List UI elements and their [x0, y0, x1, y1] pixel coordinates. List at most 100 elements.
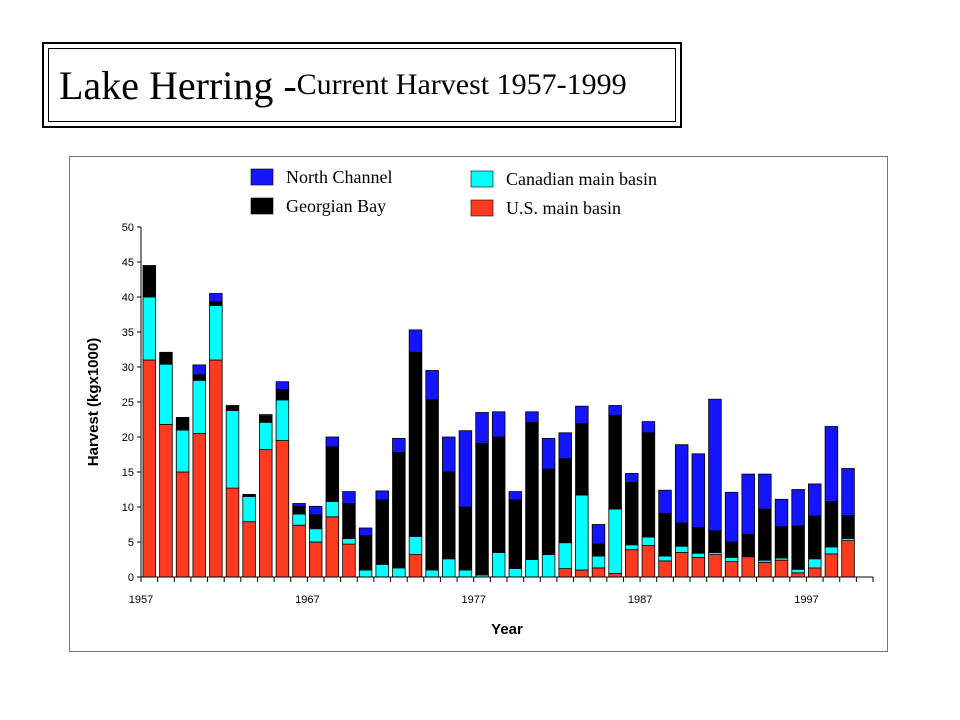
bar-1987-georgian-bay — [641, 432, 656, 538]
bar-1999-georgian-bay — [841, 515, 855, 539]
y-tick-label: 35 — [122, 327, 134, 339]
bar-1959-u-s-main-basin — [175, 471, 190, 578]
bar-1958-canadian-main-basin — [159, 363, 173, 425]
bar-1996-north-channel — [791, 489, 805, 527]
bar-1965-u-s-main-basin — [275, 440, 290, 578]
bar-1965-georgian-bay — [275, 388, 290, 401]
bar-1960-georgian-bay — [192, 374, 206, 381]
bar-1961-georgian-bay — [209, 301, 223, 306]
y-tick-label: 5 — [128, 537, 134, 549]
y-tick-label: 0 — [128, 572, 134, 584]
bar-1968-georgian-bay — [325, 446, 340, 502]
bar-1975-georgian-bay — [442, 471, 456, 560]
bar-1968-north-channel — [325, 436, 340, 448]
bar-1962-canadian-main-basin — [225, 409, 240, 489]
bar-1984-georgian-bay — [591, 543, 606, 557]
bar-1999-north-channel — [841, 468, 855, 516]
bar-1974-georgian-bay — [425, 399, 439, 571]
bar-1967-north-channel — [308, 505, 323, 516]
bar-1969-north-channel — [342, 491, 356, 504]
bar-1970-north-channel — [358, 527, 373, 537]
bar-1964-u-s-main-basin — [259, 449, 273, 578]
bar-1979-north-channel — [508, 491, 523, 501]
legend: North Channel Canadian main basin Georgian… — [250, 167, 657, 218]
bar-1981-georgian-bay — [541, 468, 556, 556]
bar-1989-u-s-main-basin — [674, 552, 689, 578]
bar-1989-canadian-main-basin — [674, 545, 689, 553]
bar-1990-u-s-main-basin — [691, 557, 706, 578]
bar-1969-georgian-bay — [342, 503, 356, 539]
bar-1971-north-channel — [375, 490, 389, 501]
bar-1984-north-channel — [591, 524, 606, 545]
bar-1983-georgian-bay — [575, 423, 589, 496]
bar-1963-georgian-bay — [242, 493, 256, 497]
bar-1960-canadian-main-basin — [192, 379, 206, 434]
bar-1990-canadian-main-basin — [691, 552, 706, 558]
bar-1992-u-s-main-basin — [724, 561, 739, 578]
bar-1959-canadian-main-basin — [175, 429, 190, 473]
bar-1988-north-channel — [658, 489, 672, 514]
bar-1984-u-s-main-basin — [591, 567, 606, 578]
bar-1978-georgian-bay — [491, 436, 506, 553]
bar-1966-canadian-main-basin — [292, 513, 306, 526]
bar-1972-georgian-bay — [392, 451, 406, 569]
bar-1974-canadian-main-basin — [425, 569, 439, 578]
legend-label: Georgian Bay — [286, 196, 386, 216]
bar-1961-north-channel — [209, 293, 223, 303]
bar-1993-north-channel — [741, 473, 755, 535]
bar-1991-north-channel — [708, 398, 722, 532]
bar-1972-canadian-main-basin — [392, 567, 406, 578]
legend-swatch-north-channel — [250, 168, 274, 186]
legend-label: Canadian main basin — [506, 169, 657, 189]
bar-1980-north-channel — [525, 411, 539, 423]
bar-1997-georgian-bay — [808, 515, 822, 560]
y-tick-label: 50 — [122, 222, 134, 234]
bar-1987-north-channel — [641, 421, 656, 434]
bar-1983-north-channel — [575, 405, 589, 425]
y-tick-label: 40 — [122, 292, 134, 304]
y-tick-label: 20 — [122, 432, 134, 444]
bar-1982-north-channel — [558, 432, 572, 460]
bar-1994-u-s-main-basin — [758, 561, 772, 578]
bar-1964-canadian-main-basin — [259, 421, 273, 450]
bar-1986-canadian-main-basin — [625, 544, 639, 551]
bar-1996-u-s-main-basin — [791, 572, 805, 578]
x-axis-title: Year — [491, 621, 523, 638]
bar-1958-georgian-bay — [159, 351, 173, 365]
bar-1986-u-s-main-basin — [625, 549, 639, 578]
bar-1987-canadian-main-basin — [641, 536, 656, 546]
y-tick-label: 10 — [122, 502, 134, 514]
bar-1975-canadian-main-basin — [442, 558, 456, 578]
y-tick-label: 30 — [122, 362, 134, 374]
title-box: Lake Herring - Current Harvest 1957-1999 — [42, 42, 682, 128]
bar-1997-canadian-main-basin — [808, 558, 822, 569]
bar-1964-north-channel — [259, 414, 273, 417]
bar-1995-north-channel — [774, 498, 789, 527]
axes: 0 5 10 15 20 25 30 35 40 45 50 1957 1967 1977 1987 1997 — [122, 222, 874, 606]
bar-1991-georgian-bay — [708, 530, 722, 553]
bar-1985-u-s-main-basin — [608, 573, 622, 578]
bar-1997-u-s-main-basin — [808, 567, 822, 578]
y-tick-label: 45 — [122, 257, 134, 269]
bar-1963-u-s-main-basin — [242, 521, 256, 578]
bar-1962-u-s-main-basin — [225, 487, 240, 578]
bar-1994-georgian-bay — [758, 508, 772, 561]
legend-label: North Channel — [286, 167, 392, 187]
bar-1977-georgian-bay — [475, 442, 489, 576]
bar-1985-georgian-bay — [608, 414, 622, 510]
bar-1973-canadian-main-basin — [408, 536, 423, 556]
legend-swatch-canadian-main-basin — [470, 170, 494, 188]
title-subtitle: Current Harvest 1957-1999 — [296, 68, 627, 101]
bar-1967-canadian-main-basin — [308, 528, 323, 543]
title-inner-frame: Lake Herring - Current Harvest 1957-1999 — [48, 48, 676, 122]
bar-1985-north-channel — [608, 405, 622, 416]
bar-1986-north-channel — [625, 472, 639, 483]
bar-1974-north-channel — [425, 370, 439, 401]
bar-1968-u-s-main-basin — [325, 516, 340, 578]
bar-1984-canadian-main-basin — [591, 555, 606, 569]
x-tick-label: 1997 — [794, 594, 818, 606]
bar-1958-u-s-main-basin — [159, 423, 173, 578]
bar-1998-north-channel — [824, 426, 839, 502]
y-tick-label: 15 — [122, 467, 134, 479]
